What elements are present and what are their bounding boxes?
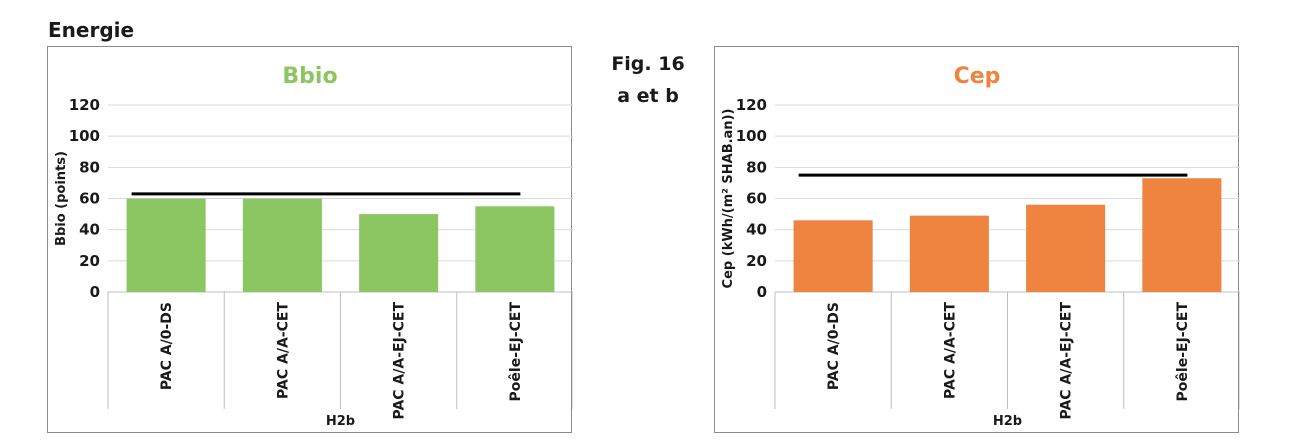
- cep-bar-2: [909, 215, 989, 292]
- bbio-y-tick-label: 80: [79, 158, 100, 176]
- cep-category-label: Poêle-EJ-CET: [1175, 302, 1191, 402]
- bbio-x-axis-label: H2b: [326, 414, 355, 429]
- cep-category-label: PAC A/A-CET: [942, 302, 958, 399]
- figure-caption-number: Fig. 16: [611, 53, 685, 75]
- cep-y-tick-label: 80: [746, 158, 767, 176]
- cep-chart-title: Cep: [954, 64, 1001, 89]
- bbio-y-axis-label: Bbio (points): [54, 151, 69, 246]
- bbio-bar-1: [126, 198, 206, 292]
- cep-y-tick-label: 100: [736, 127, 767, 145]
- cep-bar-1: [793, 220, 873, 292]
- cep-y-axis-label: Cep (kWh/(m² SHAB.an)): [721, 109, 736, 289]
- bbio-category-label: Poêle-EJ-CET: [508, 302, 524, 402]
- bbio-category-label: PAC A/A-EJ-CET: [392, 302, 408, 420]
- cep-x-axis-label: H2b: [993, 414, 1022, 429]
- cep-y-tick-label: 0: [757, 283, 767, 301]
- cep-category-label: PAC A/A-EJ-CET: [1059, 302, 1075, 420]
- figure-caption-parts: a et b: [617, 85, 679, 107]
- bbio-bar-3: [359, 214, 439, 292]
- bbio-y-tick-label: 0: [90, 283, 100, 301]
- bbio-bar-4: [475, 206, 555, 292]
- bbio-category-label: PAC A/0-DS: [159, 302, 175, 390]
- section-title: Energie: [48, 18, 135, 42]
- bbio-chart-title: Bbio: [282, 64, 337, 89]
- bbio-y-tick-label: 60: [79, 190, 100, 208]
- cep-category-label: PAC A/0-DS: [826, 302, 842, 390]
- cep-chart-panel: Cep 0 20 40 60 80 100 120 PAC A/0-DS PAC A/A-CET P…: [714, 46, 1240, 433]
- bbio-chart-svg: Bbio 0 20 40 60 80 100 120 PAC A/0-DS PAC A/A-CET…: [54, 64, 573, 429]
- bbio-bar-2: [242, 198, 322, 292]
- bbio-y-tick-label: 120: [69, 96, 100, 114]
- cep-bar-4: [1142, 178, 1222, 292]
- cep-chart-svg: Cep 0 20 40 60 80 100 120 PAC A/0-DS PAC A/A-CET P…: [721, 64, 1240, 429]
- cep-bar-3: [1026, 204, 1106, 292]
- cep-y-tick-label: 120: [736, 96, 767, 114]
- cep-y-tick-label: 20: [746, 252, 767, 270]
- bbio-y-tick-label: 20: [79, 252, 100, 270]
- bbio-y-tick-label: 100: [69, 127, 100, 145]
- cep-y-tick-label: 60: [746, 190, 767, 208]
- bbio-category-label: PAC A/A-CET: [275, 302, 291, 399]
- cep-y-tick-label: 40: [746, 221, 767, 239]
- bbio-y-tick-label: 40: [79, 221, 100, 239]
- bbio-chart-panel: Bbio 0 20 40 60 80 100 120 PAC A/0-DS PAC A/A-CET…: [47, 46, 573, 433]
- figure-caption: Fig. 16 a et b: [598, 48, 698, 112]
